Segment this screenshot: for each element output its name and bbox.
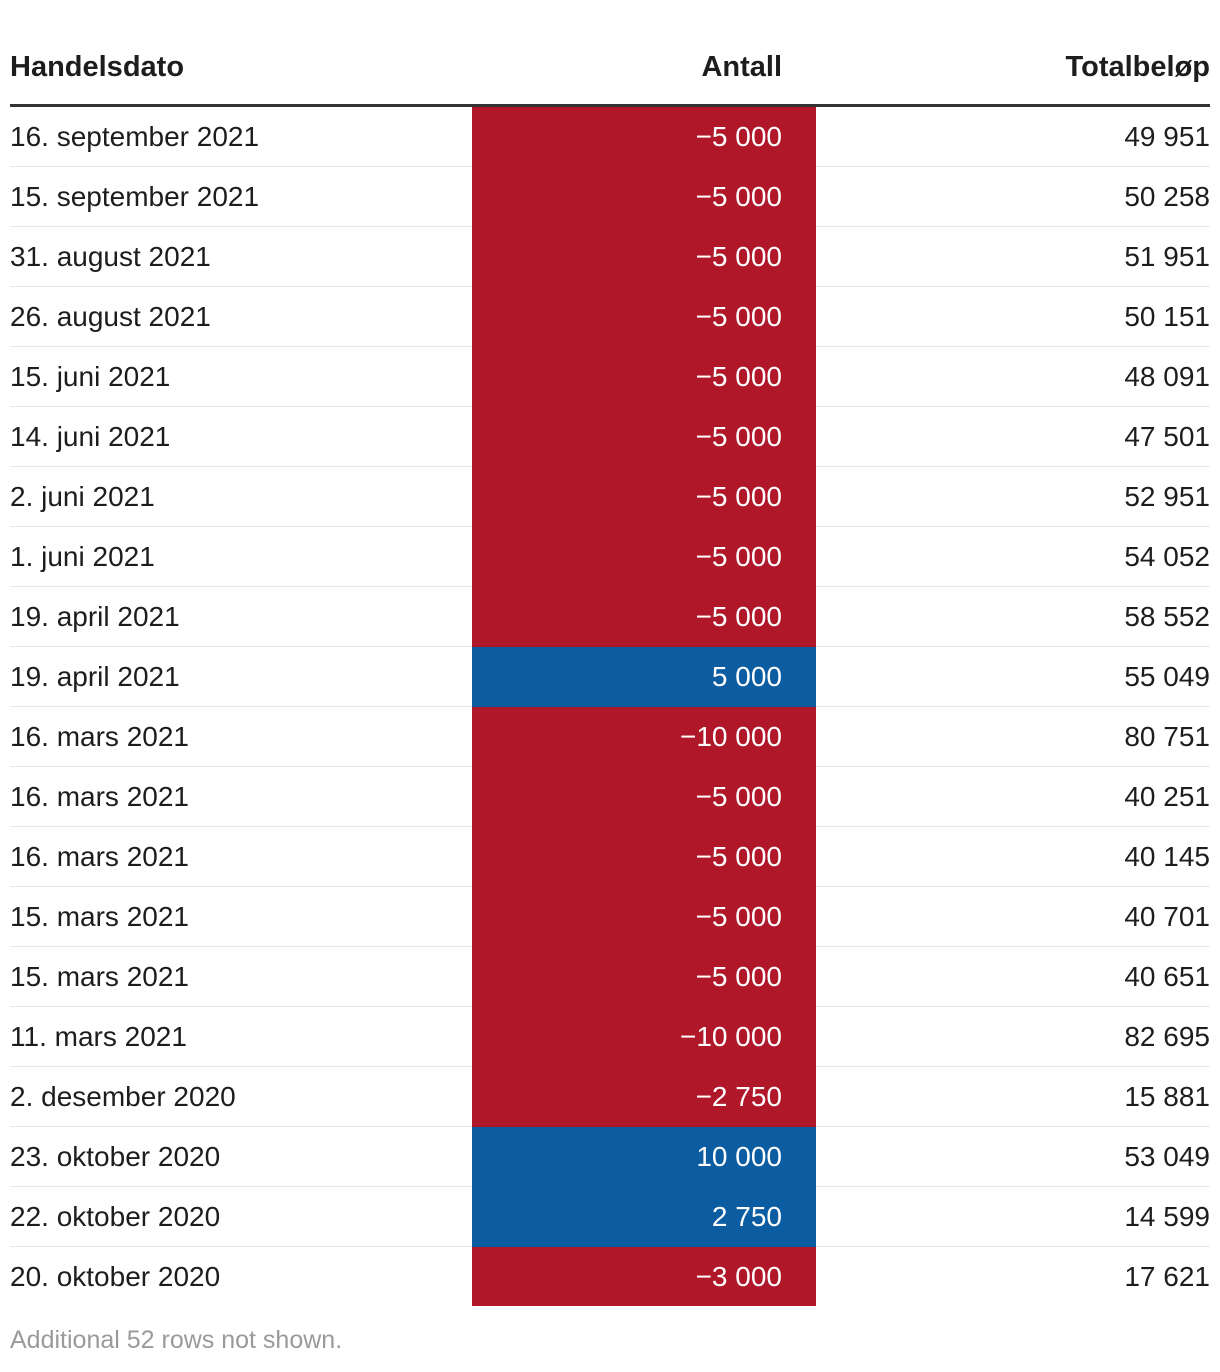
table-row: 22. oktober 2020 2 750 14 599	[10, 1186, 1210, 1247]
table-row: 26. august 2021 −5 000 50 151	[10, 286, 1210, 347]
date-cell: 11. mars 2021	[10, 1006, 472, 1067]
column-header-totalbelop[interactable]: Totalbeløp	[816, 30, 1210, 107]
antall-cell: −5 000	[472, 526, 816, 587]
table-body: 16. september 2021 −5 000 49 951 15. septem…	[10, 105, 1210, 1306]
table-row: 19. april 2021 5 000 55 049	[10, 646, 1210, 707]
antall-cell: −10 000	[472, 706, 816, 767]
date-cell: 22. oktober 2020	[10, 1186, 472, 1247]
total-cell: 47 501	[816, 406, 1210, 467]
table-row: 11. mars 2021 −10 000 82 695	[10, 1006, 1210, 1067]
total-cell: 50 151	[816, 286, 1210, 347]
date-cell: 20. oktober 2020	[10, 1260, 221, 1292]
table-row: 16. mars 2021 −5 000 40 145	[10, 826, 1210, 887]
antall-cell: −5 000	[472, 466, 816, 527]
date-cell: 16. mars 2021	[10, 766, 472, 827]
date-cell: 23. oktober 2020	[10, 1126, 472, 1187]
antall-cell: 2 750	[472, 1186, 816, 1247]
footnote: Additional 52 rows not shown.	[10, 1326, 343, 1354]
date-cell: 26. august 2021	[10, 286, 472, 347]
antall-cell: −2 750	[472, 1066, 816, 1127]
total-cell: 40 145	[816, 826, 1210, 887]
date-cell: 2. juni 2021	[10, 466, 472, 527]
total-cell: 40 251	[816, 766, 1210, 827]
total-cell: 51 951	[816, 226, 1210, 287]
table-row: 2. desember 2020 −2 750 15 881	[10, 1066, 1210, 1127]
table-row: 15. mars 2021 −5 000 40 701	[10, 886, 1210, 947]
total-cell: 48 091	[816, 346, 1210, 407]
table-row: 15. september 2021 −5 000 50 258	[10, 166, 1210, 227]
header-row: Handelsdato Antall Totalbeløp	[10, 30, 1210, 107]
date-cell: 19. april 2021	[10, 586, 472, 647]
date-cell: 2. desember 2020	[10, 1066, 472, 1127]
date-cell: 15. september 2021	[10, 166, 472, 227]
total-cell: 82 695	[816, 1006, 1210, 1067]
total-cell: 53 049	[816, 1126, 1210, 1187]
total-cell: 52 951	[816, 466, 1210, 527]
table-row: 23. oktober 2020 10 000 53 049	[10, 1126, 1210, 1187]
total-cell: 15 881	[816, 1066, 1210, 1127]
total-cell: 54 052	[816, 526, 1210, 587]
antall-cell: −5 000	[472, 766, 816, 827]
total-cell: 14 599	[816, 1186, 1210, 1247]
total-cell: 55 049	[816, 646, 1210, 707]
antall-cell: −5 000	[472, 166, 816, 227]
trades-table: Handelsdato Antall Totalbeløp 16. septem…	[10, 30, 1210, 1306]
antall-cell: −5 000	[472, 226, 816, 287]
date-cell: 15. juni 2021	[10, 346, 472, 407]
date-cell: 16. september 2021	[10, 105, 472, 167]
date-cell: 14. juni 2021	[10, 406, 472, 467]
table-row: 14. juni 2021 −5 000 47 501	[10, 406, 1210, 467]
antall-cell: 5 000	[472, 646, 816, 707]
antall-cell: −5 000	[472, 406, 816, 467]
total-cell: 58 552	[816, 586, 1210, 647]
antall-cell: −5 000	[472, 886, 816, 947]
table-row: 15. juni 2021 −5 000 48 091	[10, 346, 1210, 407]
date-cell: 1. juni 2021	[10, 526, 472, 587]
antall-cell: −3 000	[472, 1246, 816, 1306]
date-cell: 31. august 2021	[10, 226, 472, 287]
table-row: 16. september 2021 −5 000 49 951	[10, 105, 1210, 167]
antall-cell: −5 000	[472, 826, 816, 887]
antall-cell: −10 000	[472, 1006, 816, 1067]
total-cell: 40 651	[816, 946, 1210, 1007]
column-header-handelsdato[interactable]: Handelsdato	[10, 30, 472, 107]
table-row: 20. oktober 2020 −3 000 17 621	[10, 1246, 1210, 1306]
total-cell: 49 951	[816, 105, 1210, 167]
antall-cell: −5 000	[472, 346, 816, 407]
date-cell: 15. mars 2021	[10, 946, 472, 1007]
total-cell: 80 751	[816, 706, 1210, 767]
table-row: 31. august 2021 −5 000 51 951	[10, 226, 1210, 287]
antall-cell: −5 000	[472, 105, 816, 167]
table-row: 16. mars 2021 −5 000 40 251	[10, 766, 1210, 827]
antall-cell: −5 000	[472, 286, 816, 347]
date-cell: 16. mars 2021	[10, 826, 472, 887]
antall-cell: −5 000	[472, 586, 816, 647]
antall-cell: 10 000	[472, 1126, 816, 1187]
date-cell: 16. mars 2021	[10, 706, 472, 767]
date-cell: 15. mars 2021	[10, 886, 472, 947]
table-row: 1. juni 2021 −5 000 54 052	[10, 526, 1210, 587]
total-cell: 40 701	[816, 886, 1210, 947]
table-row: 19. april 2021 −5 000 58 552	[10, 586, 1210, 647]
date-cell: 19. april 2021	[10, 646, 472, 707]
total-cell: 50 258	[816, 166, 1210, 227]
total-cell: 17 621	[1124, 1260, 1210, 1292]
table-row: 2. juni 2021 −5 000 52 951	[10, 466, 1210, 527]
column-header-antall[interactable]: Antall	[472, 30, 816, 107]
antall-cell: −5 000	[472, 946, 816, 1007]
table-row: 16. mars 2021 −10 000 80 751	[10, 706, 1210, 767]
table-row: 15. mars 2021 −5 000 40 651	[10, 946, 1210, 1007]
